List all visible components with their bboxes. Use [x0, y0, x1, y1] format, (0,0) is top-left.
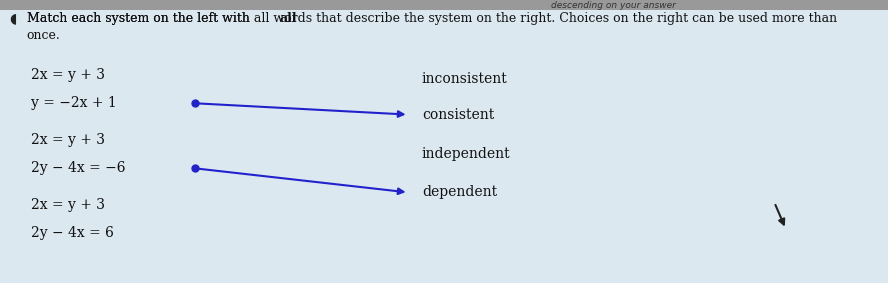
Text: ◖: ◖ — [9, 11, 16, 25]
Text: all: all — [280, 12, 297, 25]
Text: descending on your answer: descending on your answer — [551, 1, 676, 10]
Text: inconsistent: inconsistent — [422, 72, 508, 86]
Text: Match each system on the left with all words that describe the system on the rig: Match each system on the left with all w… — [27, 12, 836, 25]
Text: consistent: consistent — [422, 108, 494, 122]
Text: 2y − 4x = 6: 2y − 4x = 6 — [31, 226, 114, 241]
Text: dependent: dependent — [422, 185, 497, 200]
Text: once.: once. — [27, 29, 60, 42]
Text: 2x = y + 3: 2x = y + 3 — [31, 68, 105, 82]
Text: 2x = y + 3: 2x = y + 3 — [31, 133, 105, 147]
Text: 2y − 4x = −6: 2y − 4x = −6 — [31, 161, 125, 175]
Text: 2x = y + 3: 2x = y + 3 — [31, 198, 105, 212]
Text: independent: independent — [422, 147, 511, 161]
Text: y = −2x + 1: y = −2x + 1 — [31, 96, 117, 110]
Text: Match each system on the left with: Match each system on the left with — [27, 12, 253, 25]
FancyBboxPatch shape — [0, 0, 888, 10]
